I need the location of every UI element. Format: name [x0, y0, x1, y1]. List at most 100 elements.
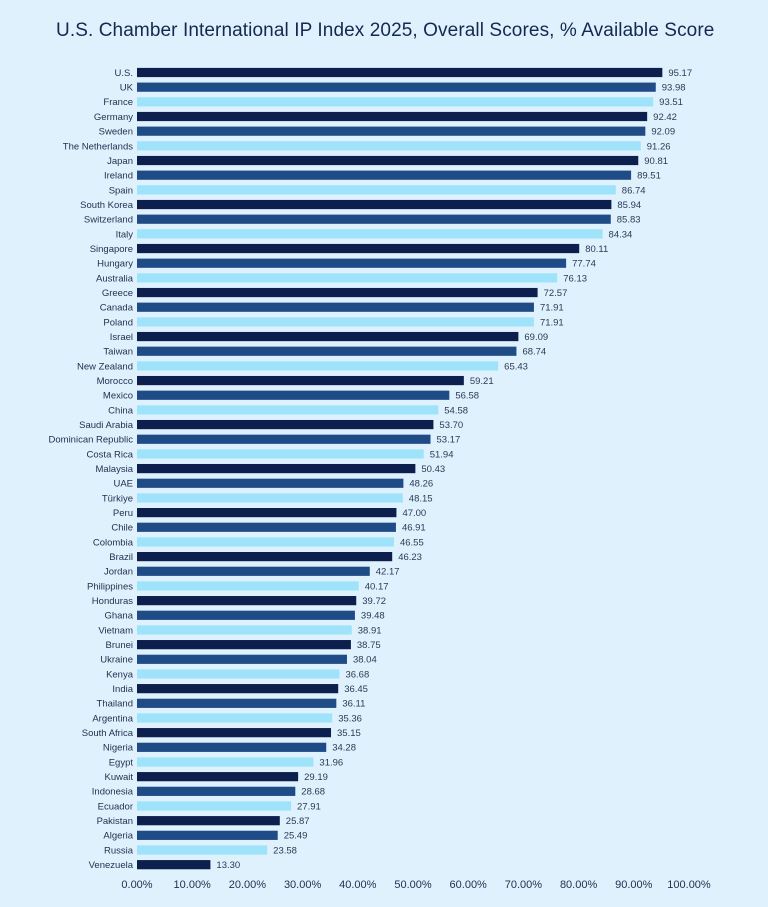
value-label: 46.55: [400, 537, 424, 548]
bar: [137, 698, 337, 708]
bar: [137, 141, 641, 151]
category-label: Venezuela: [89, 860, 134, 871]
value-label: 68.74: [522, 347, 546, 358]
value-label: 13.30: [216, 860, 240, 871]
value-label: 42.17: [376, 567, 400, 578]
value-label: 34.28: [332, 743, 356, 754]
value-label: 65.43: [504, 361, 528, 372]
value-label: 93.98: [662, 83, 686, 94]
bar: [137, 493, 403, 503]
x-tick-label: 50.00%: [394, 879, 432, 891]
value-label: 71.91: [540, 303, 564, 314]
category-label: Chile: [111, 523, 133, 534]
category-label: Brazil: [109, 552, 133, 563]
x-tick-label: 90.00%: [615, 879, 653, 891]
bar: [137, 728, 332, 738]
bar: [137, 552, 393, 562]
x-tick-label: 40.00%: [339, 879, 377, 891]
value-label: 31.96: [319, 757, 343, 768]
value-label: 38.04: [353, 655, 377, 666]
value-label: 40.17: [365, 581, 389, 592]
bar: [137, 816, 280, 826]
category-label: Ukraine: [100, 655, 133, 666]
bar: [137, 830, 278, 840]
bar: [137, 243, 580, 254]
category-label: Thailand: [97, 699, 133, 710]
bar: [137, 390, 450, 400]
value-label: 84.34: [609, 229, 633, 240]
value-label: 95.17: [668, 68, 692, 79]
category-label: Spain: [109, 185, 133, 196]
bar: [137, 405, 439, 415]
category-label: UAE: [113, 479, 133, 490]
value-label: 28.68: [301, 787, 325, 798]
category-label: Indonesia: [92, 787, 134, 798]
category-labels-group: U.S. UK France Germany Sweden The Netherlands…: [49, 68, 134, 871]
bar: [137, 801, 292, 811]
category-label: U.S.: [115, 68, 133, 79]
value-label: 27.91: [297, 801, 321, 812]
value-label: 53.70: [439, 420, 463, 431]
bar: [137, 581, 359, 591]
x-tick-label: 20.00%: [229, 879, 267, 891]
bar: [137, 449, 424, 459]
category-label: Honduras: [92, 596, 133, 607]
bar: [137, 317, 534, 327]
category-label: Poland: [103, 317, 133, 328]
category-label: Jordan: [104, 567, 133, 578]
value-label: 51.94: [430, 449, 454, 460]
category-label: Dominican Republic: [49, 435, 134, 446]
category-label: Ghana: [104, 611, 133, 622]
category-label: Türkiye: [102, 493, 133, 504]
category-label: Malaysia: [96, 464, 134, 475]
value-label: 80.11: [585, 244, 608, 255]
bar: [137, 375, 464, 386]
category-label: Morocco: [97, 376, 133, 387]
bar: [137, 786, 296, 796]
bar: [137, 845, 268, 855]
value-label: 48.26: [409, 479, 433, 490]
bar: [137, 654, 347, 664]
category-label: Japan: [107, 156, 133, 167]
category-label: India: [112, 684, 133, 695]
bar: [137, 508, 397, 518]
bar: [137, 625, 352, 635]
category-label: UK: [120, 83, 134, 94]
value-label: 46.23: [398, 552, 422, 563]
category-label: South Africa: [82, 728, 134, 739]
value-label: 85.94: [617, 200, 641, 211]
category-label: Italy: [116, 229, 134, 240]
value-label: 38.75: [357, 640, 381, 651]
value-label: 90.81: [644, 156, 668, 167]
bar: [137, 185, 616, 195]
value-label: 25.49: [284, 831, 308, 842]
category-label: Kuwait: [104, 772, 133, 783]
category-label: Vietnam: [98, 625, 133, 636]
x-tick-label: 100.00%: [667, 879, 711, 891]
bar: [137, 419, 434, 430]
category-label: Switzerland: [84, 215, 133, 226]
x-tick-label: 10.00%: [174, 879, 212, 891]
bar: [137, 111, 648, 122]
category-label: Brunei: [106, 640, 133, 651]
value-label: 71.91: [540, 317, 564, 328]
value-label: 91.26: [647, 141, 671, 152]
category-label: Argentina: [92, 713, 133, 724]
category-label: Russia: [104, 845, 134, 856]
chart-title: U.S. Chamber International IP Index 2025…: [56, 20, 715, 41]
value-label: 92.09: [651, 127, 675, 138]
bar: [137, 155, 639, 166]
value-label: 77.74: [572, 259, 596, 270]
category-label: China: [108, 405, 134, 416]
value-label: 86.74: [622, 185, 646, 196]
category-label: Hungary: [97, 259, 133, 270]
x-tick-label: 80.00%: [560, 879, 598, 891]
bar: [137, 537, 394, 547]
value-label: 89.51: [637, 171, 661, 182]
category-label: Saudi Arabia: [79, 420, 134, 431]
value-label: 39.48: [361, 611, 385, 622]
category-label: Philippines: [87, 581, 133, 592]
category-label: Egypt: [109, 757, 134, 768]
bar: [137, 669, 340, 679]
